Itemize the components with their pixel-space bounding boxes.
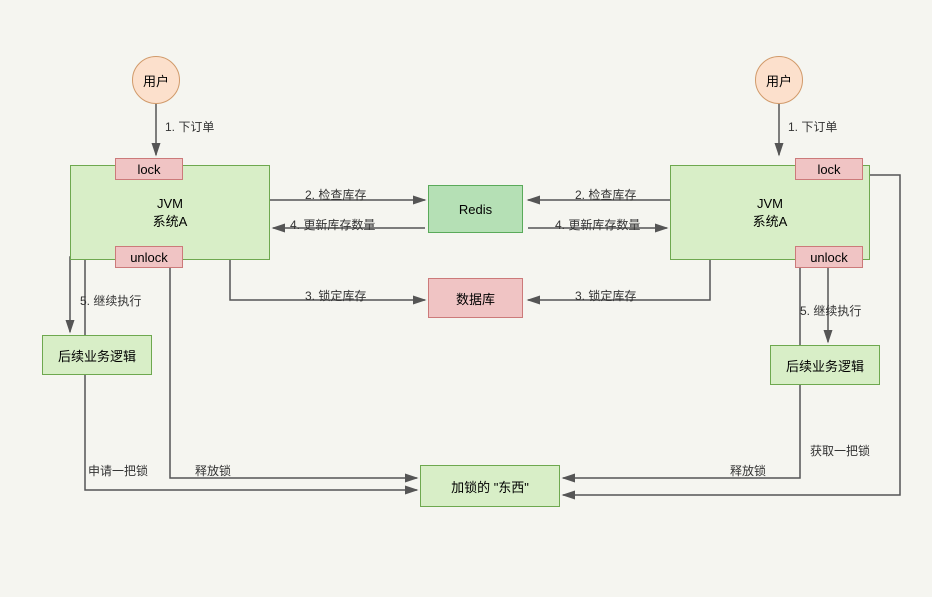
lock-thing-node: 加锁的 "东西" xyxy=(420,465,560,507)
lock-right-node: lock xyxy=(795,158,863,180)
unlock-right-label: unlock xyxy=(810,250,848,265)
logic-left-node: 后续业务逻辑 xyxy=(42,335,152,375)
edge-label-r-apply: 获取一把锁 xyxy=(810,442,870,459)
lock-thing-label: 加锁的 "东西" xyxy=(451,477,529,496)
jvm-right-label1: JVM xyxy=(757,196,783,211)
jvm-left-label1: JVM xyxy=(157,196,183,211)
unlock-left-label: unlock xyxy=(130,250,168,265)
user-left-label: 用户 xyxy=(143,71,169,90)
edge-label-r4: 4. 更新库存数量 xyxy=(555,216,640,233)
lock-right-label: lock xyxy=(817,162,840,177)
database-node: 数据库 xyxy=(428,278,523,318)
edge-label-l5: 5. 继续执行 xyxy=(80,292,141,309)
jvm-left-label2: 系统A xyxy=(153,211,188,230)
redis-node: Redis xyxy=(428,185,523,233)
user-right-node: 用户 xyxy=(755,56,803,104)
logic-right-label: 后续业务逻辑 xyxy=(786,356,864,375)
unlock-right-node: unlock xyxy=(795,246,863,268)
user-left-node: 用户 xyxy=(132,56,180,104)
edge-label-l-release: 释放锁 xyxy=(195,462,231,479)
edge-label-l3: 3. 锁定库存 xyxy=(305,287,366,304)
database-label: 数据库 xyxy=(456,289,495,308)
redis-label: Redis xyxy=(459,202,492,217)
edge-label-r1: 1. 下订单 xyxy=(788,118,837,135)
edge-label-l2: 2. 检查库存 xyxy=(305,186,366,203)
edge-label-l4: 4. 更新库存数量 xyxy=(290,216,375,233)
logic-left-label: 后续业务逻辑 xyxy=(58,346,136,365)
edge-label-l-apply: 申请一把锁 xyxy=(88,462,148,479)
edge-label-l1: 1. 下订单 xyxy=(165,118,214,135)
edge-label-r-release: 释放锁 xyxy=(730,462,766,479)
edge-label-r3: 3. 锁定库存 xyxy=(575,287,636,304)
jvm-right-label2: 系统A xyxy=(753,211,788,230)
unlock-left-node: unlock xyxy=(115,246,183,268)
lock-left-label: lock xyxy=(137,162,160,177)
lock-left-node: lock xyxy=(115,158,183,180)
user-right-label: 用户 xyxy=(766,71,792,90)
logic-right-node: 后续业务逻辑 xyxy=(770,345,880,385)
edge-label-r2: 2. 检查库存 xyxy=(575,186,636,203)
edge-label-r5: 5. 继续执行 xyxy=(800,302,861,319)
